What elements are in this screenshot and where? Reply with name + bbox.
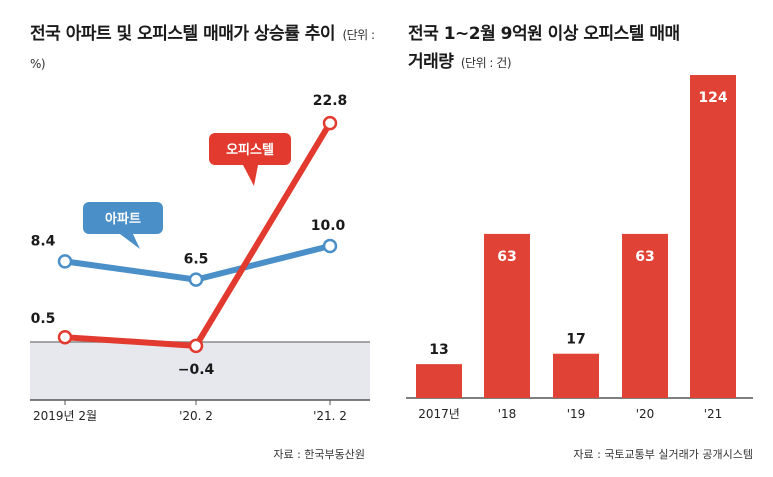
data-label: 0.5 <box>31 311 56 327</box>
legend-label-apartment: 아파트 <box>105 211 141 227</box>
data-label: 8.4 <box>31 233 56 249</box>
line-chart: 2019년 2월 '20. 2 '21. 2 8.4 6.5 10.0 0.5 −0.4 22.… <box>30 93 370 423</box>
data-point <box>322 238 338 254</box>
legend-tag-officetel <box>209 133 291 165</box>
data-point <box>57 254 73 269</box>
bar-value-label: 17 <box>566 332 585 348</box>
bar-chart-title-line2: 거래량 <box>408 52 454 72</box>
data-label: 6.5 <box>184 252 209 268</box>
legend-label-officetel: 오피스텔 <box>226 143 274 158</box>
data-label: 22.8 <box>313 93 348 109</box>
bar <box>484 233 530 398</box>
x-tick-label: '18 <box>498 407 517 421</box>
bar-value-label: 63 <box>497 249 516 265</box>
bar <box>553 353 599 398</box>
legend-tag-pointer <box>120 234 140 249</box>
bar-value-label: 63 <box>635 249 654 265</box>
x-tick-label: '20. 2 <box>179 409 213 423</box>
bar <box>690 75 736 398</box>
legend-tag-pointer <box>243 165 258 186</box>
x-tick-label: '21. 2 <box>313 409 347 423</box>
legend-tag-apartment <box>83 202 163 234</box>
line-chart-panel: 전국 아파트 및 오피스텔 매매가 상승률 추이 (단위 : %) 2019년 … <box>0 0 385 477</box>
bar-chart-unit: (단위 : 건) <box>460 56 512 70</box>
bar <box>622 233 668 398</box>
bar-chart-title: 전국 1~2월 9억원 이상 오피스텔 매매 거래량 (단위 : 건) <box>408 20 753 77</box>
data-point <box>57 329 73 345</box>
data-point <box>188 272 204 287</box>
data-point <box>188 338 204 354</box>
bar-value-label: 13 <box>429 342 448 358</box>
bar-chart-panel: 전국 1~2월 9억원 이상 오피스텔 매매 거래량 (단위 : 건) 13 20… <box>388 0 773 477</box>
line-chart-unit: (단위 : %) <box>30 28 375 71</box>
x-tick-label: '19 <box>567 407 586 421</box>
bar-value-label: 124 <box>698 90 727 106</box>
bar-chart: 13 2017년 63 '18 17 '19 63 '20 124 '21 <box>406 75 753 421</box>
line-chart-title-text: 전국 아파트 및 오피스텔 매매가 상승률 추이 <box>30 24 336 44</box>
data-label: 10.0 <box>311 218 346 234</box>
x-tick-label: '21 <box>704 407 723 421</box>
data-point <box>322 115 338 131</box>
x-tick-label: 2019년 2월 <box>33 409 97 423</box>
bar-chart-title-line1: 전국 1~2월 9억원 이상 오피스텔 매매 <box>408 24 680 44</box>
line-chart-title: 전국 아파트 및 오피스텔 매매가 상승률 추이 (단위 : %) <box>30 20 375 78</box>
data-label: −0.4 <box>178 362 215 378</box>
bar <box>416 364 462 398</box>
x-tick-label: '20 <box>636 407 655 421</box>
x-tick-label: 2017년 <box>418 407 460 421</box>
line-chart-source: 자료 : 한국부동산원 <box>273 448 365 461</box>
bar-chart-source: 자료 : 국토교통부 실거래가 공개시스템 <box>573 448 753 461</box>
